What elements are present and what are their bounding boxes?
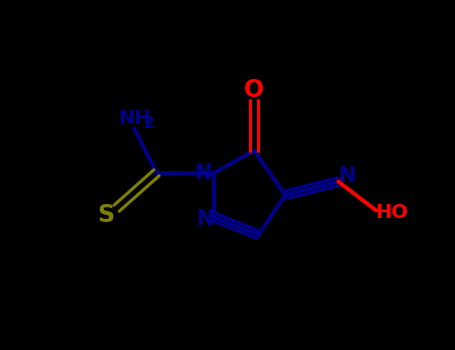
Text: O: O — [244, 78, 264, 102]
Text: N: N — [194, 163, 212, 183]
Text: N: N — [196, 209, 213, 229]
Text: N: N — [338, 166, 355, 186]
Text: HO: HO — [375, 203, 408, 222]
Text: S: S — [97, 203, 114, 227]
Text: 2: 2 — [144, 116, 154, 131]
Text: NH: NH — [118, 109, 151, 128]
